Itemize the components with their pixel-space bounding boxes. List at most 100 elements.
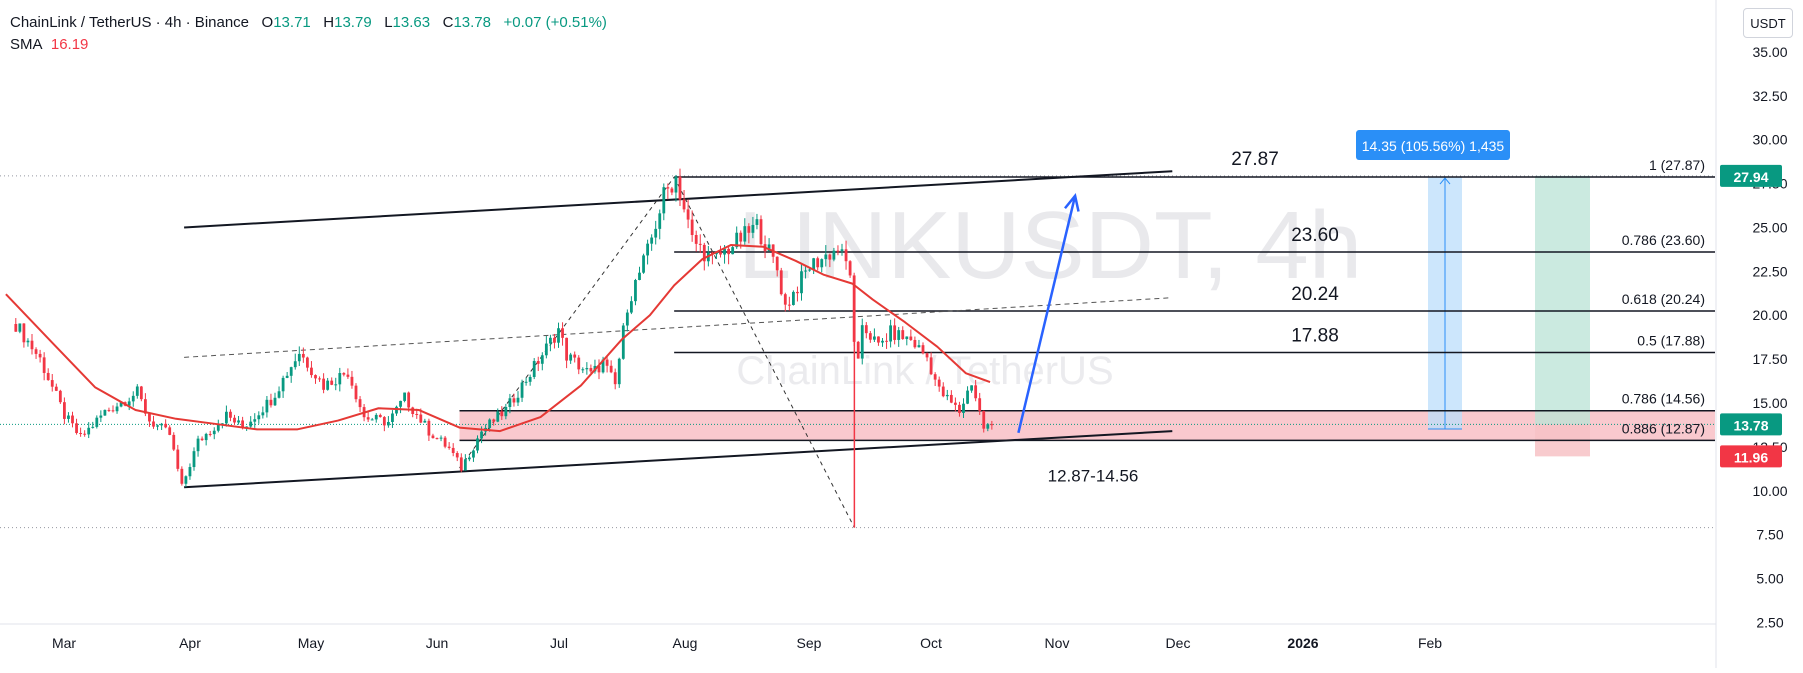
candle[interactable] — [265, 399, 269, 413]
candle[interactable] — [970, 385, 973, 391]
candle[interactable] — [241, 420, 244, 428]
candle[interactable] — [322, 378, 325, 390]
candle[interactable] — [816, 258, 820, 268]
sma-row[interactable]: SMA 16.19 — [10, 34, 607, 56]
candle[interactable] — [909, 336, 913, 340]
candle[interactable] — [581, 369, 585, 371]
candle[interactable] — [642, 255, 645, 273]
candle[interactable] — [569, 354, 573, 361]
candle[interactable] — [225, 411, 228, 424]
candle[interactable] — [978, 398, 982, 411]
candle[interactable] — [399, 400, 402, 407]
candle[interactable] — [148, 413, 151, 422]
candle[interactable] — [779, 270, 783, 295]
candle[interactable] — [682, 199, 686, 210]
symbol-title[interactable]: ChainLink / TetherUS · 4h · Binance — [10, 14, 250, 31]
candle[interactable] — [342, 373, 346, 375]
candle[interactable] — [382, 417, 386, 426]
candle[interactable] — [87, 427, 91, 435]
candle[interactable] — [832, 250, 836, 260]
candle[interactable] — [180, 468, 184, 484]
candle[interactable] — [196, 438, 200, 452]
candle[interactable] — [589, 368, 593, 372]
candle[interactable] — [893, 325, 897, 340]
candle[interactable] — [828, 254, 832, 260]
candle[interactable] — [439, 437, 443, 439]
candle[interactable] — [500, 411, 504, 417]
candle[interactable] — [387, 421, 390, 426]
candle[interactable] — [58, 390, 62, 403]
candle[interactable] — [476, 438, 479, 451]
candle[interactable] — [423, 420, 427, 423]
candle[interactable] — [840, 249, 844, 251]
candle[interactable] — [310, 367, 313, 376]
candle[interactable] — [176, 449, 180, 469]
candle[interactable] — [674, 176, 678, 193]
candle[interactable] — [395, 406, 398, 414]
candle[interactable] — [990, 424, 994, 426]
candle[interactable] — [524, 381, 528, 383]
candle[interactable] — [229, 411, 232, 418]
candle[interactable] — [536, 361, 540, 364]
candle[interactable] — [79, 433, 82, 435]
candle[interactable] — [808, 269, 811, 271]
candle[interactable] — [30, 340, 34, 350]
candle[interactable] — [727, 248, 730, 255]
candle[interactable] — [144, 399, 147, 414]
candle[interactable] — [982, 410, 986, 429]
candle[interactable] — [496, 411, 500, 422]
candle[interactable] — [164, 423, 168, 428]
candle[interactable] — [605, 359, 609, 366]
candle[interactable] — [954, 402, 957, 405]
candle[interactable] — [34, 349, 38, 354]
candle[interactable] — [103, 409, 107, 416]
candle[interactable] — [646, 243, 649, 256]
candle[interactable] — [901, 330, 905, 340]
candle[interactable] — [601, 359, 605, 373]
candle[interactable] — [512, 398, 516, 403]
annotation-channel-mid[interactable] — [184, 297, 1173, 358]
candle[interactable] — [468, 457, 471, 460]
candle[interactable] — [812, 258, 816, 270]
candle[interactable] — [358, 399, 362, 408]
candle[interactable] — [318, 378, 321, 380]
candle[interactable] — [480, 431, 483, 439]
candle[interactable] — [613, 372, 617, 385]
candle[interactable] — [565, 337, 568, 361]
candle[interactable] — [856, 341, 860, 359]
candle[interactable] — [698, 243, 702, 245]
candle[interactable] — [111, 410, 115, 412]
candle[interactable] — [75, 423, 78, 434]
candle[interactable] — [18, 323, 22, 332]
candle[interactable] — [848, 261, 852, 276]
candle[interactable] — [42, 357, 46, 373]
candle[interactable] — [293, 361, 297, 368]
candle[interactable] — [885, 340, 888, 342]
candle[interactable] — [557, 328, 560, 343]
candle[interactable] — [253, 419, 257, 422]
candle[interactable] — [314, 375, 317, 379]
candle[interactable] — [735, 232, 739, 248]
candle[interactable] — [54, 386, 58, 391]
candle[interactable] — [775, 256, 779, 271]
candle[interactable] — [463, 459, 467, 471]
candle[interactable] — [905, 336, 909, 340]
candle[interactable] — [877, 336, 880, 343]
candle[interactable] — [941, 386, 945, 397]
measure-tooltip[interactable] — [1356, 130, 1510, 161]
candle[interactable] — [897, 330, 901, 340]
candle[interactable] — [804, 270, 807, 272]
candle[interactable] — [431, 435, 435, 439]
candle[interactable] — [670, 188, 674, 193]
candle[interactable] — [156, 425, 159, 427]
candle[interactable] — [921, 345, 925, 354]
candle[interactable] — [374, 414, 378, 420]
candle[interactable] — [447, 446, 451, 448]
candle[interactable] — [233, 417, 236, 423]
candle[interactable] — [277, 391, 281, 398]
candle[interactable] — [609, 365, 613, 373]
candle[interactable] — [634, 280, 637, 302]
candle[interactable] — [273, 397, 277, 406]
